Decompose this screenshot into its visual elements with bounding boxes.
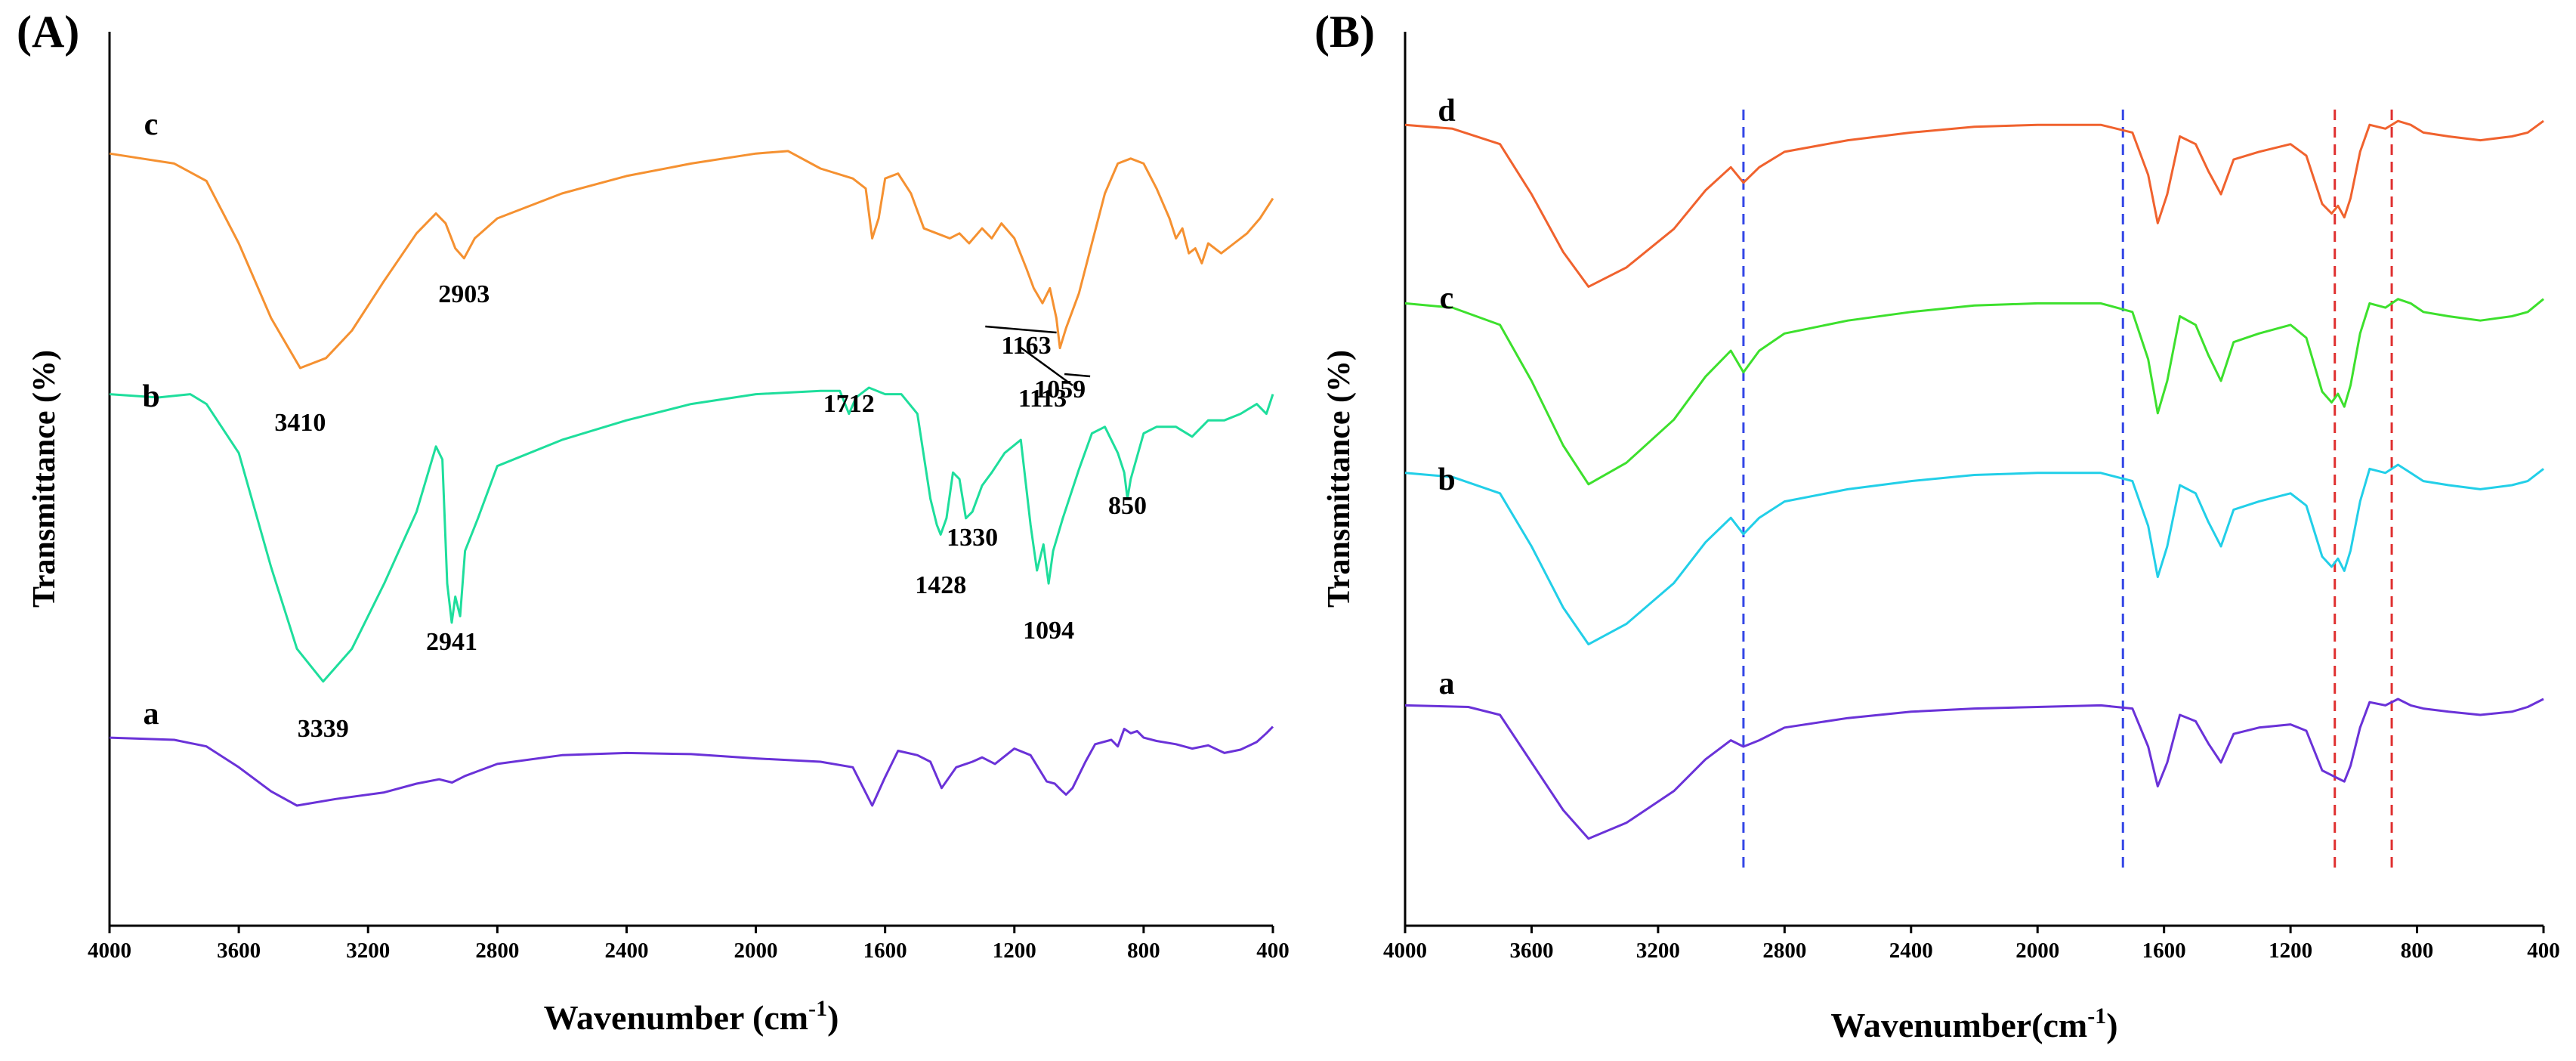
- annotation-arrow: [1020, 346, 1073, 387]
- series-line-c: [109, 150, 1274, 370]
- x-tick-label: 1200: [993, 939, 1036, 963]
- x-tick-label: 400: [2527, 939, 2560, 963]
- x-axis-title-sup: -1: [808, 996, 827, 1021]
- y-axis-title: Transmittance (%): [1322, 350, 1357, 608]
- x-tick-label: 2400: [604, 939, 648, 963]
- x-tick-label: 3200: [1636, 939, 1680, 963]
- series-line-a: [1404, 698, 2544, 840]
- y-axis-title: Transmittance (%): [27, 350, 62, 608]
- peak-annotation: 1094: [1023, 617, 1074, 645]
- x-tick-label: 400: [1256, 939, 1290, 963]
- x-tick-label: 3600: [1509, 939, 1553, 963]
- series-line-a: [109, 725, 1274, 807]
- x-axis-title-text: Wavenumber (cm: [544, 998, 809, 1037]
- peak-annotation: 1712: [823, 390, 875, 418]
- series-line-c: [1404, 298, 2544, 486]
- series-label-a: a: [144, 697, 159, 732]
- x-axis-title: Wavenumber(cm-1): [1830, 1004, 2117, 1044]
- x-tick-label: 3600: [217, 939, 261, 963]
- series-label-a: a: [1439, 667, 1455, 701]
- peak-annotation: 1059: [1034, 376, 1086, 404]
- x-tick-label: 2000: [2015, 939, 2059, 963]
- x-tick-label: 3200: [346, 939, 390, 963]
- annotation-arrow: [985, 325, 1057, 334]
- series-label-b: b: [1438, 462, 1455, 497]
- peak-annotation: 1428: [915, 571, 966, 599]
- x-tick-label: 4000: [1383, 939, 1427, 963]
- series-label-c: c: [144, 107, 159, 142]
- x-axis-title-text: Wavenumber(cm: [1830, 1006, 2087, 1044]
- series-label-c: c: [1440, 281, 1454, 316]
- x-tick-label: 4000: [88, 939, 131, 963]
- x-axis-title: Wavenumber (cm-1): [544, 996, 839, 1037]
- peak-annotation: 3410: [274, 409, 326, 437]
- peak-annotation: 2941: [426, 628, 477, 656]
- x-tick-label: 2000: [734, 939, 778, 963]
- panel-label: (A): [17, 7, 79, 57]
- x-tick-label: 800: [1127, 939, 1160, 963]
- peak-annotation: 2903: [438, 280, 490, 308]
- peak-annotation: 850: [1108, 492, 1147, 520]
- x-axis-title-close: ): [827, 998, 839, 1037]
- peak-annotation: 1330: [947, 524, 998, 552]
- series-line-b: [109, 386, 1274, 683]
- series-line-b: [1404, 463, 2544, 646]
- panel-a: 4000 3600 3200 2800 2400 2000 1600 1200 800 400 (A…: [17, 7, 1290, 1037]
- series-line-d: [1404, 119, 2544, 288]
- x-tick-label: 1600: [2142, 939, 2186, 963]
- panel-b: 4000 3600 3200 2800 2400 2000 1600 1200 800 400 (B…: [1314, 7, 2560, 1044]
- x-tick-label: 1200: [2269, 939, 2312, 963]
- x-axis-title-close: ): [2106, 1006, 2117, 1044]
- x-tick-label: 2800: [475, 939, 519, 963]
- annotation-arrow: [1064, 373, 1091, 378]
- x-tick-label: 2800: [1762, 939, 1806, 963]
- panel-label: (B): [1314, 7, 1375, 57]
- peak-annotation: 1113: [1018, 385, 1067, 413]
- series-label-d: d: [1438, 94, 1455, 128]
- x-tick-label: 1600: [863, 939, 907, 963]
- peak-annotation: 1163: [1002, 332, 1052, 360]
- x-tick-label: 800: [2401, 939, 2434, 963]
- peak-annotation: 3339: [298, 715, 349, 743]
- x-axis-title-sup: -1: [2087, 1004, 2106, 1029]
- series-label-b: b: [142, 379, 159, 414]
- x-tick-label: 2400: [1889, 939, 1933, 963]
